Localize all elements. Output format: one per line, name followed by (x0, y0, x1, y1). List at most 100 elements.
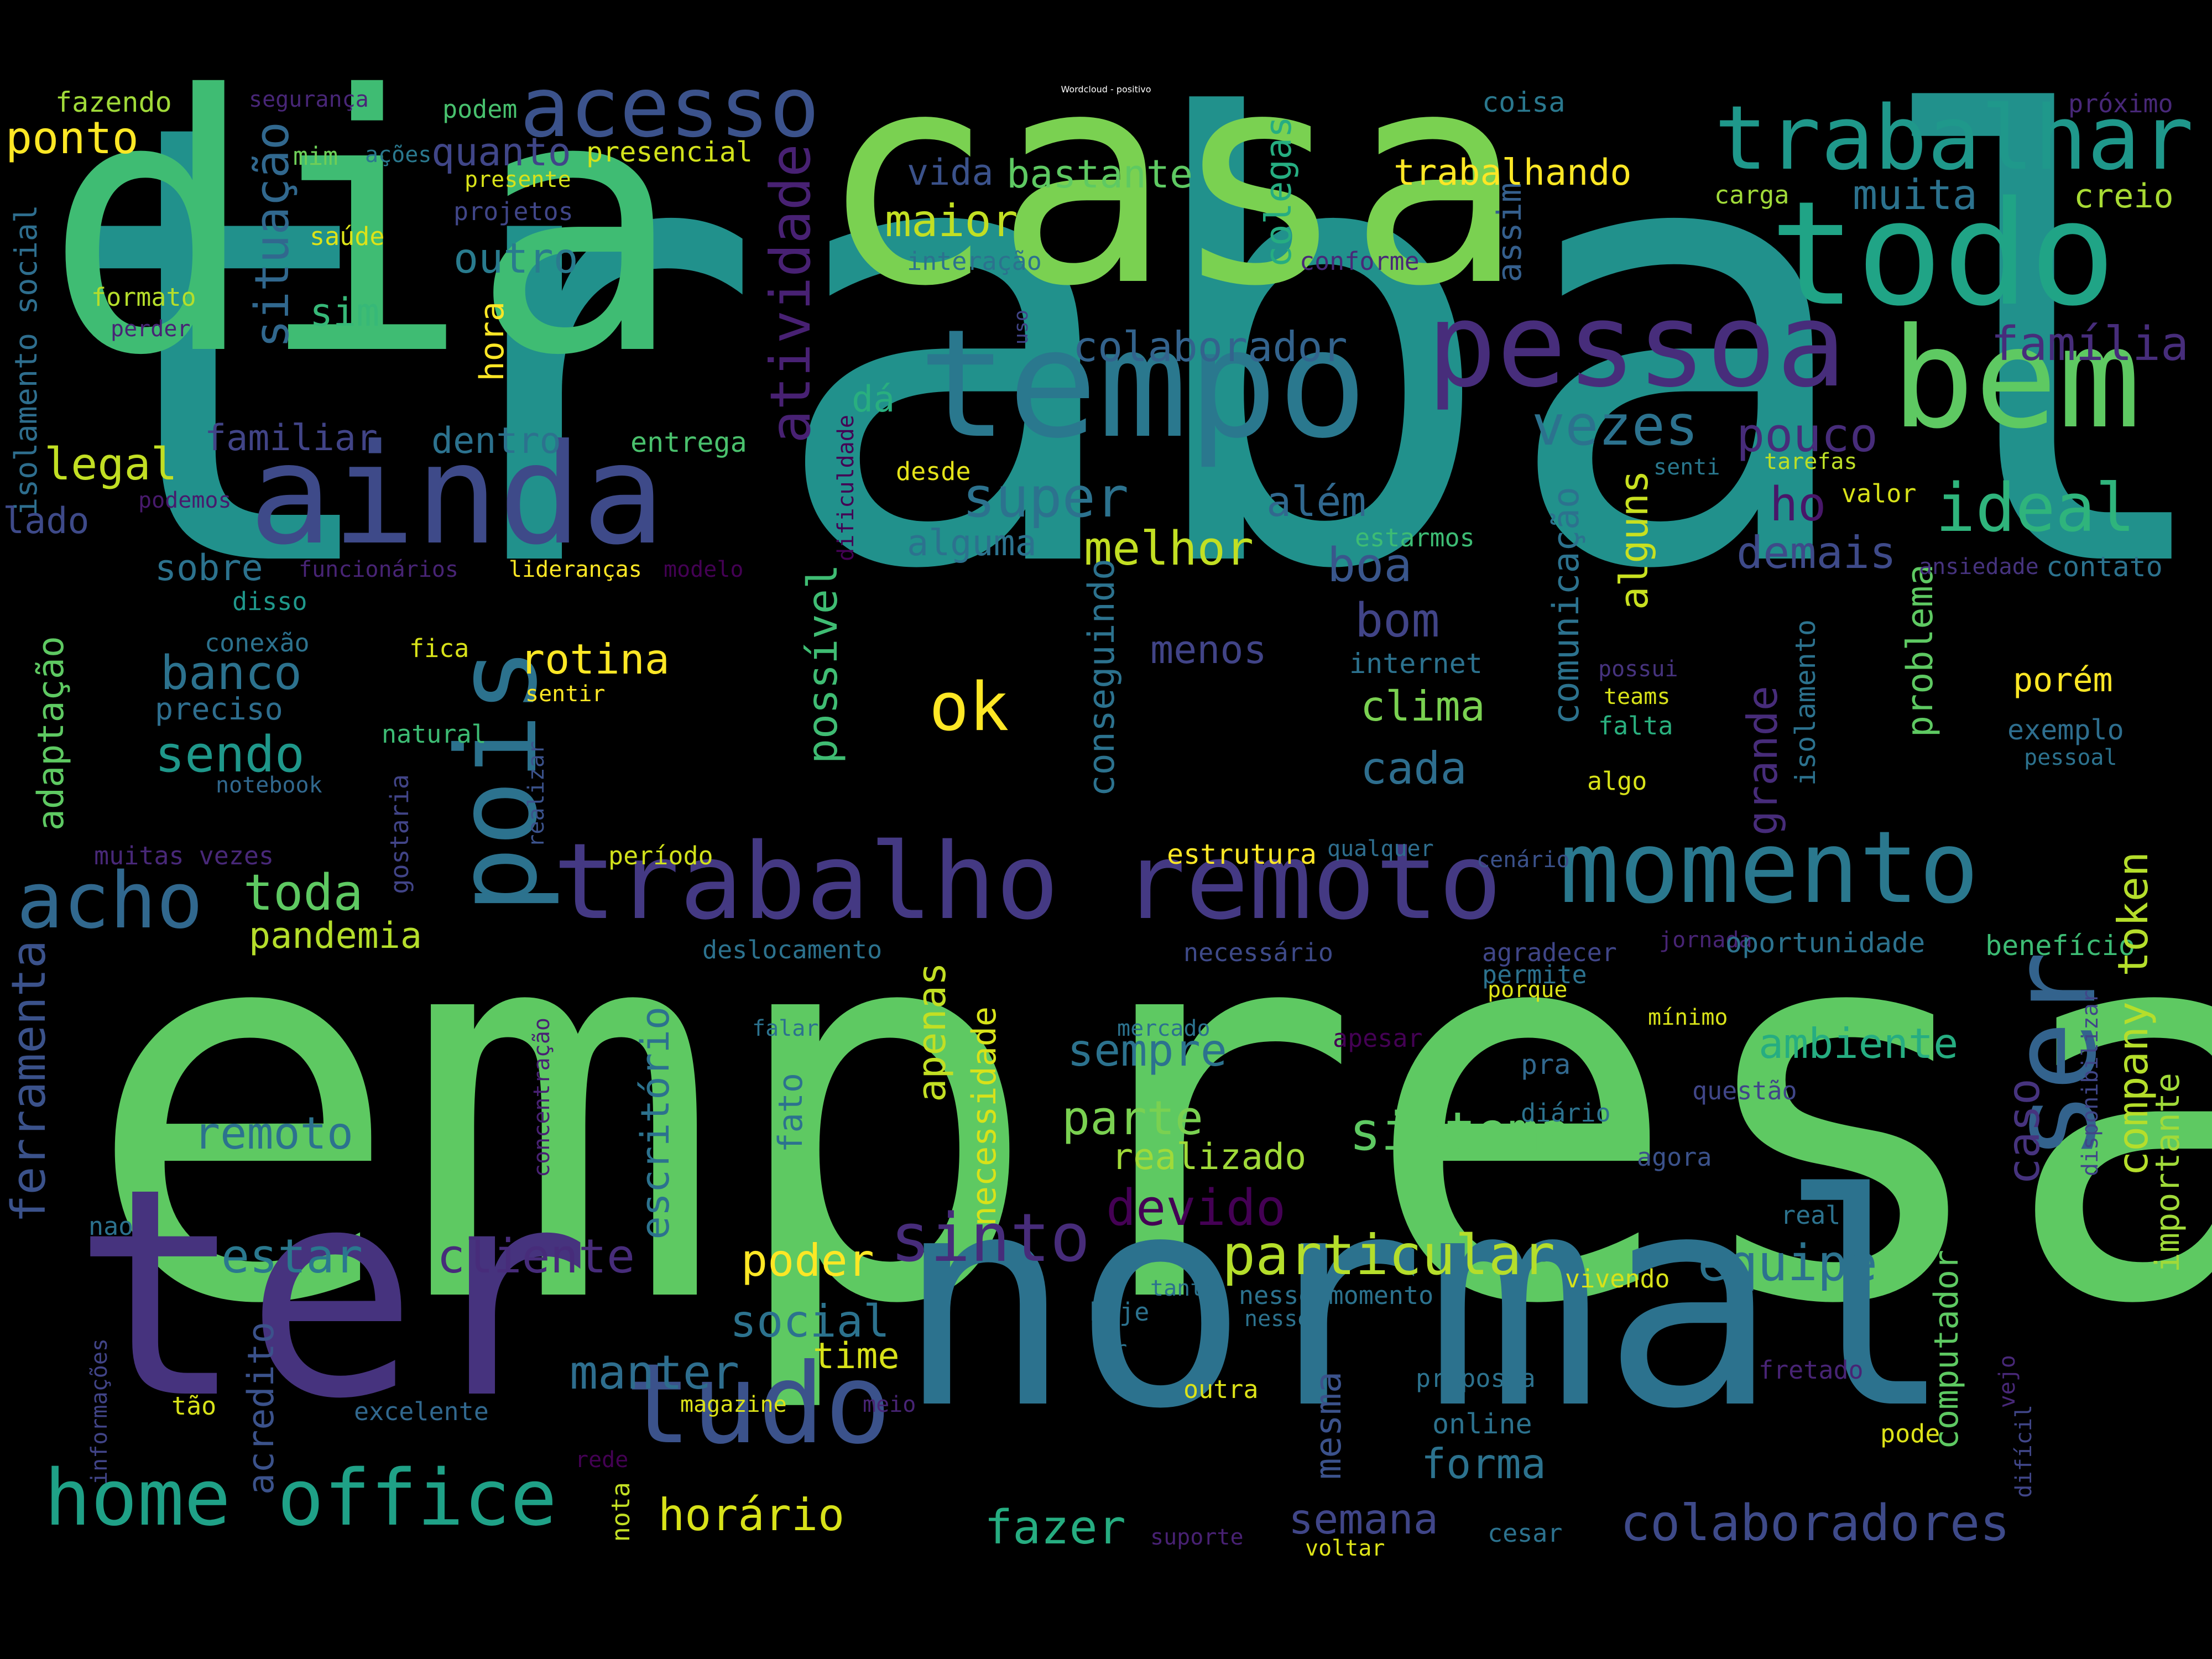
word-ir: ir (1100, 1337, 1128, 1362)
word-grande: grande (1738, 686, 1787, 836)
word-remoto: remoto (194, 1108, 353, 1159)
word-ambiente: ambiente (1759, 1019, 1959, 1068)
word-necessario: necessário (1183, 938, 1333, 967)
word-home-office: home office (44, 1453, 557, 1543)
word-lado: lado (3, 500, 90, 542)
word-isolamento: isolamento (1790, 619, 1822, 786)
word-importante: importante (2148, 1073, 2187, 1273)
word-realizar: realizar (524, 741, 549, 848)
word-hoje: hoje (1089, 1297, 1150, 1327)
word-atividade: atividade (758, 144, 823, 444)
word-sinto: sinto (890, 1200, 1091, 1277)
word-porque: porque (1488, 977, 1568, 1003)
word-casa: casa (818, 9, 1525, 350)
word-pessoa: pessoa (1427, 278, 1846, 413)
word-pandemia: pandemia (249, 915, 422, 957)
word-algo: algo (1587, 766, 1647, 796)
word-assim: assim (1490, 182, 1529, 283)
word-interacao: interação (907, 247, 1042, 276)
word-alguns: alguns (1611, 470, 1657, 610)
word-deslocamento: deslocamento (702, 935, 883, 964)
word-real: real (1781, 1201, 1841, 1230)
word-ok: ok (929, 669, 1009, 746)
word-outro: outro (453, 234, 578, 283)
word-muitas-vezes: muitas vezes (94, 841, 274, 870)
word-pouco: pouco (1736, 408, 1878, 463)
word-vezes: vezes (1532, 393, 1699, 458)
word-senti: senti (1653, 455, 1720, 480)
word-excelente: excelente (354, 1397, 489, 1426)
word-acoes: ações (365, 142, 432, 168)
word-particular: particular (1222, 1223, 1556, 1287)
word-devido: devido (1106, 1179, 1286, 1237)
word-adaptacao: adaptação (30, 636, 72, 831)
word-disso: disso (232, 587, 307, 616)
word-acesso: acesso (520, 60, 820, 156)
word-podemos: podemos (138, 488, 232, 513)
word-acredito: acredito (241, 1322, 282, 1495)
word-carga: carga (1714, 180, 1790, 210)
word-liderancas: lideranças (509, 557, 642, 582)
word-ainda: ainda (249, 414, 665, 575)
word-familiar: familiar (205, 418, 378, 459)
word-presente: presente (465, 167, 571, 192)
word-voltar: voltar (1305, 1536, 1385, 1561)
word-pra: pra (1521, 1048, 1571, 1081)
word-bem: bem (1891, 298, 2141, 459)
word-trabalhar: trabalhar (1714, 86, 2194, 190)
word-porem: porém (2013, 661, 2113, 700)
word-conforme: conforme (1300, 247, 1420, 276)
word-modelo: modelo (664, 557, 744, 582)
wordcloud-title: Wordcloud - positivo (1061, 84, 1151, 95)
word-boa: boa (1327, 538, 1412, 593)
word-tempo: tempo (918, 297, 1368, 471)
word-concentracao: concentração (529, 1018, 555, 1177)
word-muita: muita (1853, 170, 1978, 219)
word-sentir: sentir (525, 681, 606, 707)
word-manter: manter (570, 1345, 740, 1400)
word-fazer: fazer (984, 1500, 1126, 1555)
word-isolamento-social: isolamento social (8, 205, 44, 516)
word-sim: sim (310, 290, 380, 335)
word-apesar: apesar (1333, 1024, 1423, 1053)
word-funcionarios: funcionários (299, 557, 458, 582)
word-super: super (962, 465, 1129, 530)
word-outra: outra (1183, 1375, 1259, 1404)
word-familia: família (1991, 317, 2189, 372)
word-projetos: projetos (453, 197, 573, 226)
word-ideal: ideal (1936, 470, 2136, 547)
word-internet: internet (1349, 648, 1483, 680)
word-magazine: magazine (680, 1392, 787, 1417)
word-ho: ho (1770, 477, 1827, 532)
word-trabalhando: trabalhando (1394, 152, 1632, 194)
word-valor: valor (1841, 479, 1917, 508)
word-meio: meio (863, 1392, 916, 1417)
word-caso: caso (1998, 1078, 2049, 1185)
word-nesse: nesse (1244, 1306, 1311, 1332)
word-fato: fato (771, 1073, 810, 1153)
word-parte: parte (1062, 1091, 1203, 1146)
word-alem: além (1266, 477, 1366, 526)
word-falta: falta (1598, 711, 1673, 740)
word-disponibilizar: disponibilizar (2078, 990, 2103, 1177)
word-tanto: tanto (1150, 1276, 1217, 1301)
word-conseguindo: conseguindo (1081, 559, 1123, 797)
word-possui: possui (1598, 656, 1678, 682)
word-colaboradores: colaboradores (1620, 1494, 2010, 1552)
word-social: social (730, 1296, 890, 1347)
word-situacao: situação (245, 122, 300, 348)
word-fica: fica (409, 634, 469, 663)
word-agradecer: agradecer (1482, 938, 1617, 967)
word-cesar: cesar (1488, 1519, 1563, 1548)
word-banco: banco (160, 646, 302, 701)
word-ter: ter (72, 1126, 592, 1462)
word-mesma: mesma (1308, 1371, 1349, 1480)
word-rotina: rotina (520, 635, 670, 684)
word-mercado: mercado (1117, 1016, 1211, 1041)
word-company-token: company token (2109, 852, 2157, 1176)
word-cenario: cenário (1477, 847, 1570, 873)
word-natural: natural (382, 719, 487, 749)
word-dificil: difícil (2011, 1405, 2037, 1498)
